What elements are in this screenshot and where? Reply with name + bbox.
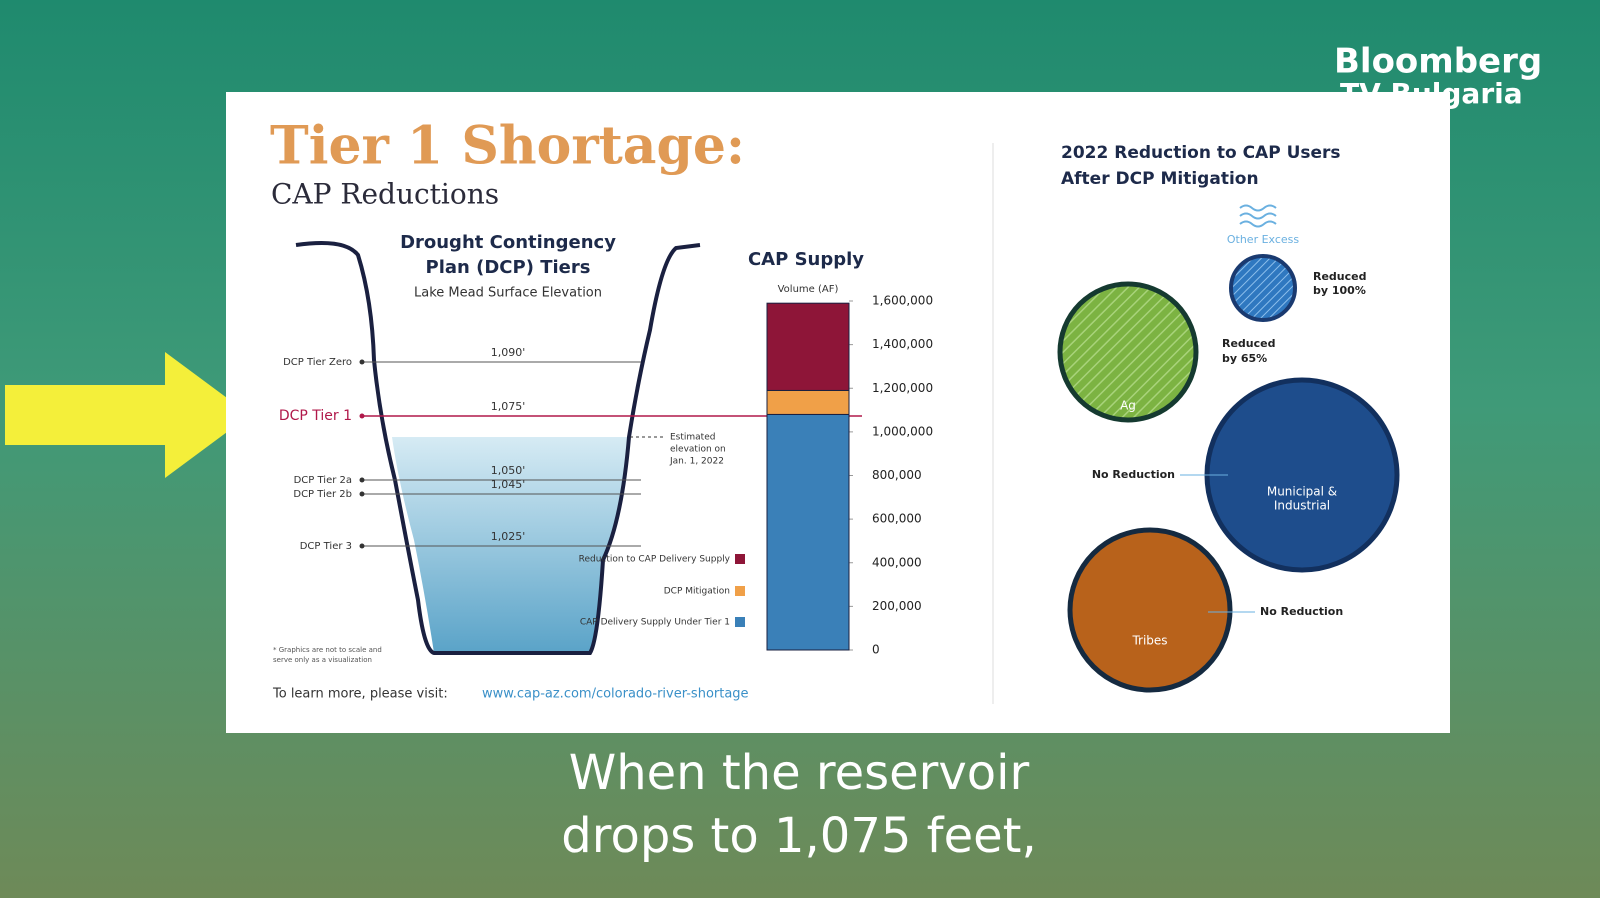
water (384, 437, 629, 653)
estimate-note: Jan. 1, 2022 (669, 457, 724, 467)
legend-label: DCP Mitigation (664, 587, 730, 597)
legend-label: Reduction to CAP Delivery Supply (579, 555, 731, 565)
note: by 65% (1222, 352, 1267, 365)
other-circle (1229, 254, 1297, 322)
legend-swatch (735, 617, 745, 627)
users-title: After DCP Mitigation (1061, 169, 1259, 189)
note: by 100% (1313, 284, 1366, 297)
tier-elevation: 1,025' (491, 530, 526, 543)
waves-icon (1239, 204, 1277, 228)
circle-label: Municipal & (1267, 485, 1337, 499)
bar-segment (766, 302, 850, 391)
mi-circle (1204, 377, 1400, 573)
caption: When the reservoir (569, 745, 1030, 801)
tier-elevation: 1,075' (491, 400, 526, 413)
y-tick-label: 1,000,000 (872, 424, 933, 438)
legend-swatch (735, 554, 745, 564)
tier-label: DCP Tier 2a (294, 475, 352, 486)
tier-dot (359, 477, 365, 483)
footer-text: To learn more, please visit: (272, 687, 448, 702)
y-axis-label: Volume (AF) (778, 284, 839, 295)
note: No Reduction (1260, 605, 1343, 618)
legend-label: CAP Delivery Supply Under Tier 1 (580, 618, 730, 628)
title: Tier 1 Shortage: (270, 116, 745, 177)
tier-dot (359, 359, 365, 365)
users-title: 2022 Reduction to CAP Users (1061, 143, 1341, 163)
tier-elevation: 1,050' (491, 464, 526, 477)
circle-label: Tribes (1131, 634, 1167, 648)
bar-segment (766, 389, 850, 415)
tier-dot (359, 491, 365, 497)
caption: drops to 1,075 feet, (561, 808, 1036, 864)
tier-dot (359, 413, 365, 419)
tier-label: DCP Tier 1 (279, 408, 352, 424)
tier-elevation: 1,045' (491, 478, 526, 491)
dcp-subtitle: Lake Mead Surface Elevation (414, 286, 602, 301)
tier-label: DCP Tier Zero (283, 357, 352, 368)
y-tick-label: 800,000 (872, 468, 922, 482)
tier-label: DCP Tier 2b (293, 489, 352, 500)
y-tick-label: 400,000 (872, 555, 922, 569)
chart-title: CAP Supply (748, 249, 864, 270)
subtitle: CAP Reductions (271, 178, 499, 211)
y-tick-label: 1,600,000 (872, 294, 933, 308)
footer-link[interactable]: www.cap-az.com/colorado-river-shortage (482, 687, 749, 702)
y-tick-label: 200,000 (872, 599, 922, 613)
tier-dot (359, 543, 365, 549)
note: Reduced (1222, 337, 1276, 350)
dcp-title: Drought Contingency (400, 232, 616, 253)
tier-elevation: 1,090' (491, 346, 526, 359)
legend-swatch (735, 586, 745, 596)
note: Reduced (1313, 270, 1367, 283)
bar-segment (766, 413, 850, 651)
y-tick-label: 1,200,000 (872, 381, 933, 395)
lake-outline (295, 241, 701, 655)
estimate-note: elevation on (670, 445, 726, 455)
y-tick-label: 0 (872, 643, 880, 657)
note: No Reduction (1092, 468, 1175, 481)
y-tick-label: 1,400,000 (872, 337, 933, 351)
dcp-title: Plan (DCP) Tiers (426, 257, 591, 278)
circle-label: Ag (1120, 399, 1136, 413)
circle-label: Other Excess (1227, 233, 1300, 246)
footnote: * Graphics are not to scale and (273, 646, 382, 654)
logo: Bloomberg (1334, 42, 1542, 82)
tier-label: DCP Tier 3 (300, 541, 352, 552)
estimate-note: Estimated (670, 433, 715, 443)
circle-label: Industrial (1274, 499, 1330, 513)
tribes-circle (1067, 527, 1233, 693)
ag-circle (1057, 281, 1199, 423)
arrow (5, 352, 250, 478)
footnote: serve only as a visualization (273, 656, 372, 664)
y-tick-label: 600,000 (872, 512, 922, 526)
